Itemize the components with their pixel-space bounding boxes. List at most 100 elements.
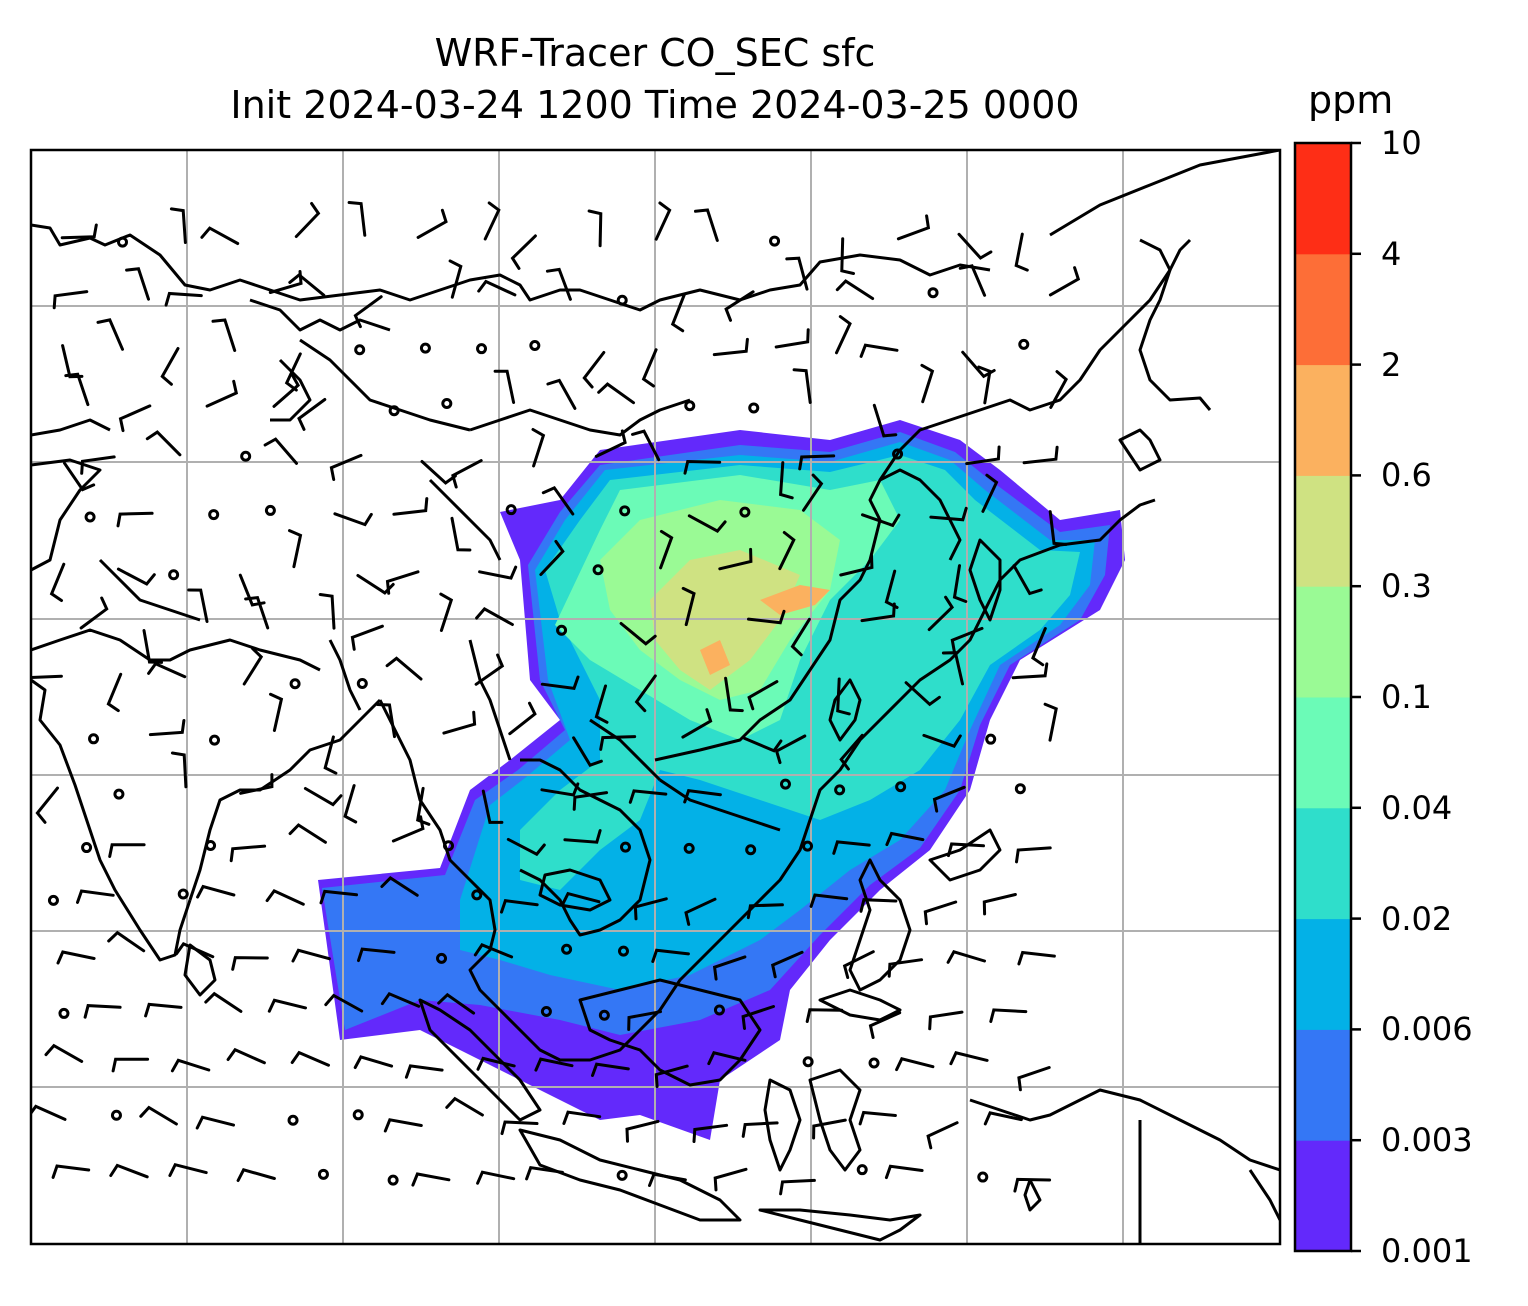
wind-barb [958, 264, 987, 297]
colorbar-tick-label: 0.1 [1381, 678, 1432, 716]
wind-barb [483, 201, 501, 241]
wind-barb [1048, 510, 1068, 546]
calm-wind-circle [419, 342, 431, 354]
wind-barb [572, 791, 609, 811]
wind-barb [288, 272, 326, 297]
calm-wind-circle [88, 733, 100, 745]
colorbar-tick-label: 2 [1381, 345, 1402, 384]
wind-barb [380, 875, 419, 897]
wind-barb [923, 900, 958, 926]
wind-barb [31, 1104, 67, 1121]
map-frame [29, 148, 1282, 1246]
wind-barb [500, 899, 539, 914]
wind-barb [747, 680, 779, 711]
wind-barb [204, 991, 243, 1013]
wind-barb [946, 950, 986, 964]
wind-barb [385, 656, 423, 681]
wind-barb [887, 958, 924, 978]
wind-barb [541, 486, 575, 516]
calm-wind-circle [713, 1004, 725, 1016]
calm-wind-circle [476, 343, 488, 355]
wind-barb [323, 735, 338, 775]
wind-barb [164, 291, 203, 307]
wind-barb [563, 829, 602, 844]
wind-barb [546, 378, 577, 410]
wind-barb [896, 214, 931, 241]
wind-barb [416, 208, 448, 239]
calm-wind-circle [977, 1171, 989, 1183]
wind-barb [860, 602, 896, 623]
map-title-line2: Init 2024-03-24 1200 Time 2024-03-25 000… [230, 83, 1080, 127]
wind-barb [448, 259, 463, 299]
wind-barb [842, 950, 875, 979]
wind-barb [116, 567, 156, 586]
wind-barb [572, 736, 603, 768]
wind-barb [439, 592, 454, 632]
wind-barb [1013, 1177, 1052, 1193]
wind-barb [268, 270, 303, 294]
wind-barb [858, 1110, 897, 1126]
calm-wind-circle [802, 840, 814, 852]
calm-wind-circle [619, 841, 631, 853]
wind-barb [928, 1010, 964, 1031]
wind-barb [561, 891, 601, 906]
wind-barb [562, 1110, 602, 1125]
wind-barb [582, 351, 606, 389]
wind-barb [859, 343, 899, 358]
calm-wind-circle [748, 402, 760, 414]
wind-barb [982, 893, 1017, 916]
wind-barb [1014, 232, 1029, 272]
wind-barb [195, 1115, 235, 1130]
wind-barb [170, 751, 188, 789]
map-title-line1: WRF-Tracer CO_SEC sfc [434, 31, 876, 75]
wind-barb [774, 328, 810, 349]
calm-wind-circle [802, 1056, 814, 1068]
wind-barb [411, 1172, 451, 1187]
wind-barb [318, 593, 336, 630]
wind-barb [525, 1166, 564, 1181]
calm-wind-circle [892, 448, 904, 460]
wind-barb [840, 237, 855, 275]
wind-barb [383, 1118, 423, 1133]
colorbar-segment [1295, 697, 1351, 809]
wind-barb [226, 1047, 266, 1065]
calm-wind-circle [352, 1109, 364, 1121]
wind-barb [707, 1051, 747, 1066]
wind-barb [420, 460, 457, 485]
wind-barb [236, 1168, 276, 1182]
wind-barb [60, 223, 98, 240]
wind-barb [531, 428, 546, 468]
wind-barb [599, 735, 637, 751]
wind-barb [684, 897, 717, 926]
calm-wind-circle [616, 1169, 628, 1181]
wind-barb [416, 786, 431, 826]
wind-barb [506, 837, 546, 857]
wind-barb [885, 831, 925, 847]
wind-barb [142, 629, 163, 664]
wind-barb [835, 315, 852, 355]
colorbar-segment [1295, 364, 1351, 476]
wind-barb [692, 1123, 729, 1143]
calm-wind-circle [264, 504, 276, 516]
wind-barb [681, 586, 696, 627]
calm-wind-circle [205, 840, 217, 852]
concentration-field [318, 420, 1125, 1140]
wind-barb [145, 430, 182, 457]
wind-barb [947, 842, 985, 858]
wind-barb [357, 947, 396, 963]
wind-barb [139, 1105, 178, 1126]
wind-barb [475, 606, 514, 626]
colorbar-segment [1295, 807, 1351, 920]
wind-barb [148, 719, 186, 737]
wind-barb [263, 437, 298, 465]
wind-barb [659, 529, 674, 570]
calm-wind-circle [617, 945, 629, 957]
wind-barb [508, 701, 537, 736]
calm-wind-circle [113, 788, 125, 800]
wind-barb [108, 843, 146, 858]
wind-barb [187, 588, 209, 623]
wind-barb [957, 232, 993, 260]
wind-barb [743, 736, 783, 753]
wind-barb [687, 514, 727, 534]
wind-barb [929, 506, 968, 522]
